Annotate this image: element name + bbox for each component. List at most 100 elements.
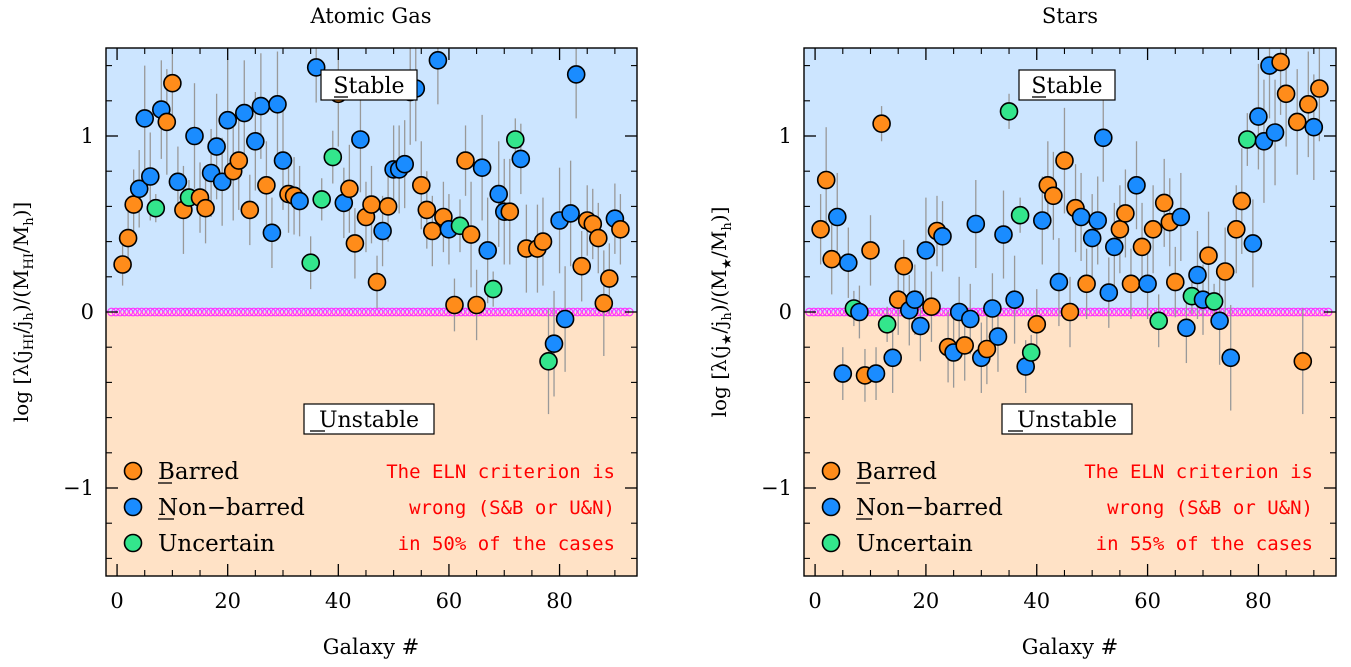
zero-ring xyxy=(486,307,496,317)
legend-marker-non-barred xyxy=(123,497,143,517)
zero-ring xyxy=(542,307,552,317)
data-point-non-barred xyxy=(1005,290,1024,310)
data-point-barred xyxy=(1232,191,1252,211)
stable-label-box: Stable xyxy=(1018,69,1116,101)
annotation: The ELN criterion is wrong (S&B or U&N) … xyxy=(386,461,615,555)
zero-ring xyxy=(284,307,293,317)
zero-ring xyxy=(831,307,840,317)
data-point-uncertain xyxy=(483,279,503,299)
zero-ring xyxy=(1172,307,1182,317)
data-point-barred xyxy=(362,195,381,214)
data-point-barred xyxy=(124,195,143,214)
zero-ring xyxy=(1103,307,1113,317)
data-point-uncertain xyxy=(1149,311,1168,331)
axis-ticks: 0 20 40 60 80 −1 0 1 xyxy=(761,48,1336,613)
unstable-label: Unstable xyxy=(319,408,419,433)
zero-ring xyxy=(180,307,190,317)
chart-title: Atomic Gas xyxy=(309,4,431,28)
data-point-uncertain xyxy=(1021,343,1041,362)
zero-ring xyxy=(366,307,375,317)
data-point-barred xyxy=(196,198,215,218)
data-point-barred xyxy=(456,151,475,170)
annotation-line-3: in 55% of the cases xyxy=(1096,533,1313,555)
zero-ring xyxy=(184,307,194,317)
zero-ring xyxy=(1250,307,1260,317)
zero-ring xyxy=(120,307,129,317)
data-point-non-barred xyxy=(1105,237,1124,257)
data-point-non-barred xyxy=(866,364,886,383)
zero-ring xyxy=(202,307,211,317)
data-point-barred xyxy=(340,179,359,199)
data-point-barred xyxy=(572,256,592,276)
zero-ring xyxy=(193,307,203,317)
stable-label: Stable xyxy=(1031,74,1102,99)
data-point-barred xyxy=(922,297,941,317)
zero-ring xyxy=(176,307,185,317)
zero-ring xyxy=(1237,307,1247,317)
data-point-non-barred xyxy=(994,225,1013,244)
unstable-label-box: Unstable xyxy=(303,403,435,435)
zero-ring xyxy=(1038,307,1048,317)
zero-ring xyxy=(1163,307,1173,317)
zero-ring xyxy=(1289,307,1299,317)
data-point-non-barred xyxy=(290,191,309,211)
zero-ring xyxy=(517,307,526,317)
zero-ring xyxy=(141,307,151,317)
zero-ring xyxy=(396,307,405,317)
data-point-uncertain xyxy=(1204,292,1224,311)
legend-label-uncertain: Uncertain xyxy=(158,531,275,557)
legend-marker-non-barred xyxy=(821,497,841,517)
zero-ring xyxy=(1181,307,1190,317)
annotation-line-1: The ELN criterion is xyxy=(386,461,615,483)
data-point-barred xyxy=(445,295,464,315)
data-point-non-barred xyxy=(566,65,586,84)
zero-ring xyxy=(822,307,832,317)
zero-ring xyxy=(133,307,142,317)
data-points xyxy=(811,52,1329,385)
axis-ticks: 0 20 40 60 80 −1 0 1 xyxy=(63,48,637,613)
x-tick-label: 20 xyxy=(214,589,241,613)
data-point-non-barred xyxy=(1082,228,1102,248)
zero-ring xyxy=(348,307,358,317)
data-point-uncertain xyxy=(877,314,897,334)
zero-ring xyxy=(504,307,513,317)
legend: Barred Non−barred Uncertain xyxy=(821,459,1003,557)
data-point-barred xyxy=(1276,84,1296,104)
data-point-uncertain xyxy=(312,190,332,209)
zero-ring xyxy=(590,307,600,317)
data-point-barred xyxy=(1227,220,1246,239)
data-point-non-barred xyxy=(911,316,930,336)
data-point-barred xyxy=(861,241,880,260)
x-tick-label: 40 xyxy=(325,589,352,613)
chart-title: Stars xyxy=(1042,4,1098,28)
data-point-barred xyxy=(1055,151,1074,170)
zero-ring xyxy=(499,307,509,317)
zero-ring xyxy=(413,307,423,317)
zero-ring xyxy=(236,307,246,317)
data-point-non-barred xyxy=(395,154,415,174)
data-point-barred xyxy=(1143,220,1163,239)
data-point-uncertain xyxy=(323,147,343,167)
annotation: The ELN criterion is wrong (S&B or U&N) … xyxy=(1084,461,1313,555)
data-point-barred xyxy=(1044,186,1063,206)
zero-ring xyxy=(258,307,267,317)
data-point-non-barred xyxy=(511,149,531,169)
zero-ring xyxy=(163,307,172,317)
annotation-line-1: The ELN criterion is xyxy=(1084,461,1313,483)
zero-ring xyxy=(262,307,272,317)
zero-ring xyxy=(1267,307,1277,317)
data-point-non-barred xyxy=(905,290,925,310)
data-point-uncertain xyxy=(1010,205,1030,225)
y-axis-label: log [λ(jHI/jh)/(MHI/Mh)] xyxy=(9,202,37,422)
zero-ring xyxy=(322,307,332,317)
zero-ring xyxy=(1168,307,1177,317)
data-point-barred xyxy=(1027,314,1047,334)
zero-ring xyxy=(1306,307,1316,317)
data-point-non-barred xyxy=(1127,176,1146,195)
zero-ring xyxy=(611,307,621,317)
data-point-non-barred xyxy=(273,151,293,170)
zero-ring xyxy=(146,307,155,317)
zero-ring xyxy=(154,307,164,317)
zero-ring xyxy=(378,307,388,317)
data-point-non-barred xyxy=(561,204,580,223)
